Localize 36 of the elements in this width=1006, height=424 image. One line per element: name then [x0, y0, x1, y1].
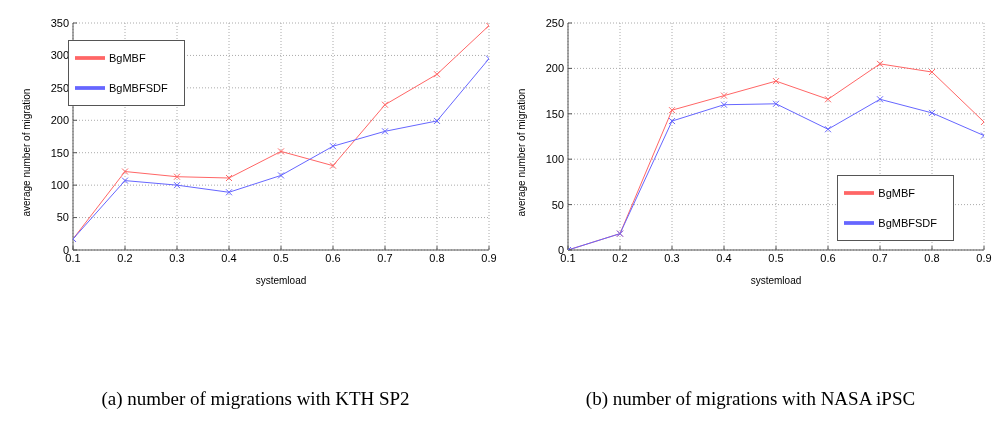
x-tick-label: 0.6 — [325, 251, 341, 264]
y-tick-label: 200 — [545, 62, 564, 75]
x-tick-label: 0.9 — [976, 251, 992, 264]
x-tick-label: 0.2 — [612, 251, 628, 264]
x-tick-label: 0.5 — [273, 251, 289, 264]
y-tick-label: 350 — [50, 16, 69, 29]
text: (a) number of migrations with KTH SP2 — [100, 388, 411, 410]
x-tick-label: 0.2 — [117, 251, 133, 264]
legend-label: BgMBF — [878, 186, 915, 199]
x-tick-label: 0.3 — [169, 251, 185, 264]
legend-label: BgMBFSDF — [109, 81, 168, 94]
y-tick-label: 50 — [56, 211, 69, 224]
x-tick-label: 0.5 — [768, 251, 784, 264]
text: (b) number of migrations with NASA iPSC — [584, 388, 917, 410]
x-tick-label: 0.8 — [429, 251, 445, 264]
legend-label: BgMBFSDF — [878, 216, 937, 229]
x-tick-label: 0.7 — [872, 251, 888, 264]
y-axis-title: average number of migration — [20, 88, 32, 217]
y-axis-title: average number of migration — [515, 88, 527, 217]
x-tick-label: 0.3 — [664, 251, 680, 264]
x-tick-label: 0.9 — [481, 251, 497, 264]
x-tick-label: 0.4 — [221, 251, 237, 264]
y-tick-label: 100 — [545, 153, 564, 166]
legend-label: BgMBF — [109, 51, 146, 64]
x-tick-label: 0.4 — [716, 251, 732, 264]
y-tick-label: 200 — [50, 114, 69, 127]
x-tick-label: 0.8 — [924, 251, 940, 264]
x-axis-title: systemload — [255, 275, 307, 286]
y-tick-label: 150 — [545, 107, 564, 120]
y-tick-label: 250 — [545, 16, 564, 29]
y-tick-label: 100 — [50, 179, 69, 192]
x-tick-label: 0.7 — [377, 251, 393, 264]
y-tick-label: 150 — [50, 146, 69, 159]
x-tick-label: 0.6 — [820, 251, 836, 264]
y-tick-label: 50 — [551, 198, 564, 211]
x-axis-title: systemload — [750, 275, 802, 286]
